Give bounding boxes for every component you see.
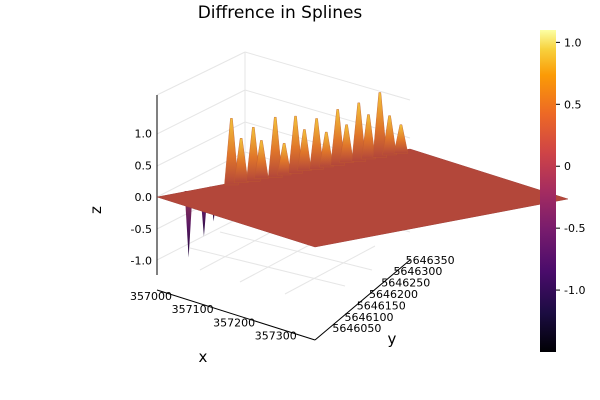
- grid-line: [284, 245, 376, 295]
- grid-line: [244, 89, 411, 139]
- y-tick-label: 5646100: [345, 311, 394, 324]
- chart-title: Diffrence in Splines: [198, 3, 363, 23]
- grid-line: [219, 231, 373, 271]
- z-tick-label: 0.0: [135, 191, 153, 204]
- y-tick-label: 5646200: [369, 288, 418, 301]
- peak-spike: [351, 102, 366, 162]
- colorbar-tick-label: 0.5: [564, 98, 582, 111]
- z-tick-label: 0.5: [135, 159, 153, 172]
- y-tick-label: 5646300: [393, 265, 442, 278]
- colorbar: [540, 30, 556, 352]
- peak-spike: [309, 118, 324, 170]
- peak-spike: [372, 92, 388, 158]
- y-tick-label: 5646050: [332, 322, 381, 335]
- y-tick-label: 5646350: [406, 254, 455, 267]
- colorbar-tick-label: -0.5: [564, 222, 585, 235]
- colorbar-tick-label: 0: [564, 160, 571, 173]
- y-tick-label: 5646150: [357, 299, 406, 312]
- y-axis-label: y: [388, 330, 397, 348]
- surface-peaks: [224, 92, 409, 186]
- peak-spike: [276, 143, 292, 176]
- peak-spike: [393, 124, 409, 154]
- x-axis-line: [156, 289, 316, 341]
- peak-spike: [233, 138, 249, 183]
- peak-spike: [319, 131, 334, 168]
- peak-spike: [361, 114, 376, 160]
- z-tick-label: 1.0: [135, 128, 153, 141]
- y-tick-label: 5646250: [381, 277, 430, 290]
- surface-plane: [156, 148, 569, 248]
- peak-spike: [254, 140, 269, 179]
- grid-line: [156, 89, 246, 135]
- x-tick-label: 357200: [213, 316, 255, 329]
- z-tick-label: -1.0: [131, 255, 152, 268]
- grid-line: [156, 214, 246, 261]
- x-tick-label: 357300: [255, 329, 297, 342]
- peak-spike: [297, 129, 312, 171]
- peak-spike: [224, 118, 239, 186]
- y-axis-line: [314, 259, 411, 341]
- peak-spike: [339, 124, 354, 163]
- peak-spike: [382, 115, 397, 156]
- colorbar-tick-label: 1.0: [564, 36, 582, 49]
- x-tick-label: 357000: [130, 290, 172, 303]
- z-axis-label: z: [87, 206, 105, 214]
- peak-spike: [268, 116, 283, 178]
- grid-line: [244, 51, 411, 101]
- grid-line: [156, 51, 246, 96]
- x-tick-label: 357100: [172, 303, 214, 316]
- z-tick-labels: -1.0 -0.5 0.0 0.5 1.0: [131, 128, 152, 268]
- z-tick-label: -0.5: [131, 223, 152, 236]
- colorbar-ticks: -1.0 -0.5 0 0.5 1.0: [556, 36, 585, 297]
- x-axis-label: x: [199, 348, 208, 366]
- surface-sheet: [156, 148, 569, 248]
- y-tick-labels: 5646050564610056461505646200564625056463…: [332, 254, 454, 335]
- colorbar-tick-label: -1.0: [564, 284, 585, 297]
- axis-lines: [156, 95, 411, 341]
